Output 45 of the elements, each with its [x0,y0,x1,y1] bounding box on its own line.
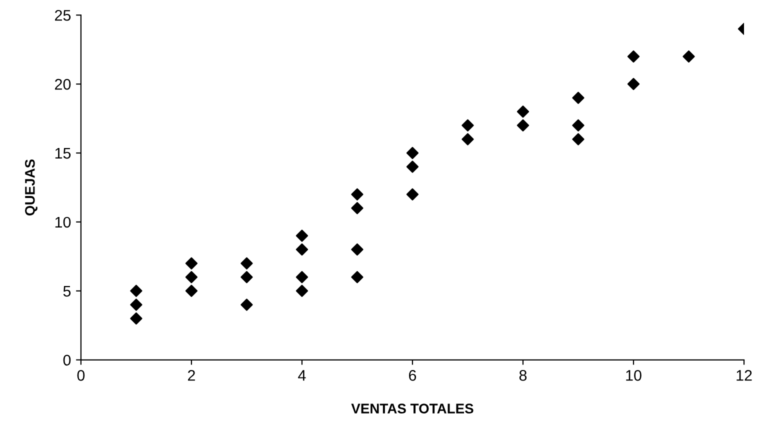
point [627,78,640,90]
y-tick-label: 25 [55,10,71,21]
y-tick-label: 0 [63,354,71,366]
y-tick-label: 20 [55,78,71,90]
point [682,50,695,63]
point [351,271,364,284]
point [240,257,253,270]
point [130,284,142,297]
x-tick-label: 12 [736,370,752,381]
x-axis-title: VENTAS TOTALES [351,404,474,414]
point [130,298,142,311]
point [351,188,364,200]
point [130,312,142,325]
point [516,119,530,132]
x-tick-label: 6 [409,370,416,381]
y-tick-label: 10 [55,216,71,228]
point [296,284,308,297]
x-tick-label: 2 [188,370,195,381]
point [406,188,419,200]
x-tick-label: 0 [77,370,85,381]
point [185,257,198,270]
point [351,202,364,214]
point [296,271,308,284]
point [240,271,253,284]
y-axis-title: QUEJAS [24,159,38,216]
point [572,133,584,146]
y-tick-label: 5 [63,286,71,297]
point [516,106,530,118]
x-tick-label: 8 [519,370,527,381]
point [351,243,364,256]
point [296,230,308,242]
x-tick-label: 4 [298,370,306,381]
point [185,271,198,284]
point [627,50,640,63]
x-tick-label: 10 [626,370,642,381]
point [572,92,584,104]
point [572,119,584,132]
point [462,119,474,132]
point [240,298,253,311]
point [296,243,308,256]
point [406,146,419,160]
y-tick-label: 15 [55,148,71,159]
point [462,133,474,146]
point [185,284,198,297]
point [406,160,419,173]
